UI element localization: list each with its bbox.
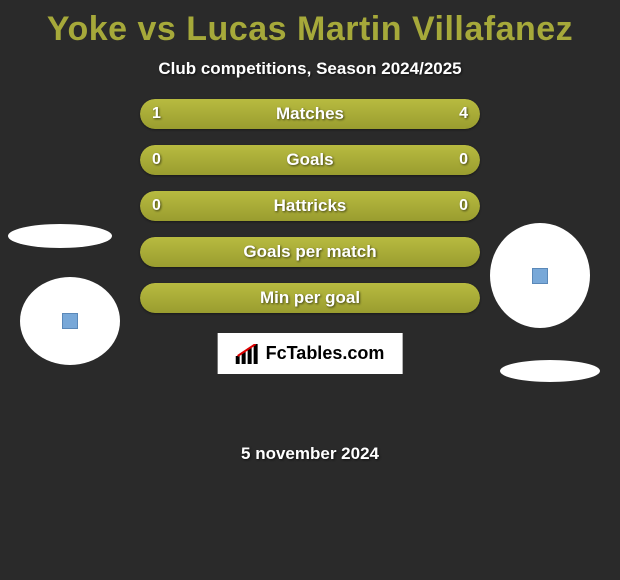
watermark-text: FcTables.com [266, 343, 385, 364]
stat-label: Goals per match [140, 237, 480, 267]
stat-value-left: 1 [152, 99, 161, 129]
stats-bars: Matches14Goals00Hattricks00Goals per mat… [140, 99, 480, 329]
stat-label: Min per goal [140, 283, 480, 313]
date-text: 5 november 2024 [0, 444, 620, 464]
stat-value-right: 0 [459, 145, 468, 175]
stat-row: Goals per match [140, 237, 480, 267]
stat-row: Matches1 4 [140, 99, 480, 129]
stat-label: Matches [140, 99, 480, 129]
stat-label: Goals [140, 145, 480, 175]
page-title: Yoke vs Lucas Martin Villafanez [0, 10, 620, 49]
stat-row: Min per goal [140, 283, 480, 313]
stat-value-right: 0 [459, 191, 468, 221]
stat-label: Hattricks [140, 191, 480, 221]
placeholder-icon [62, 313, 78, 329]
stat-row: Hattricks0 0 [140, 191, 480, 221]
subtitle: Club competitions, Season 2024/2025 [0, 59, 620, 79]
bars-icon [236, 344, 260, 364]
right-player-avatar [490, 223, 590, 328]
right-player-shadow [500, 360, 600, 382]
stat-row: Goals0 0 [140, 145, 480, 175]
watermark: FcTables.com [218, 333, 403, 374]
comparison-container: Matches14Goals00Hattricks00Goals per mat… [0, 99, 620, 429]
left-player-shadow [8, 224, 112, 248]
placeholder-icon [532, 268, 548, 284]
stat-value-right: 4 [459, 99, 468, 129]
stat-value-left: 0 [152, 191, 161, 221]
stat-value-left: 0 [152, 145, 161, 175]
left-player-avatar [20, 277, 120, 365]
